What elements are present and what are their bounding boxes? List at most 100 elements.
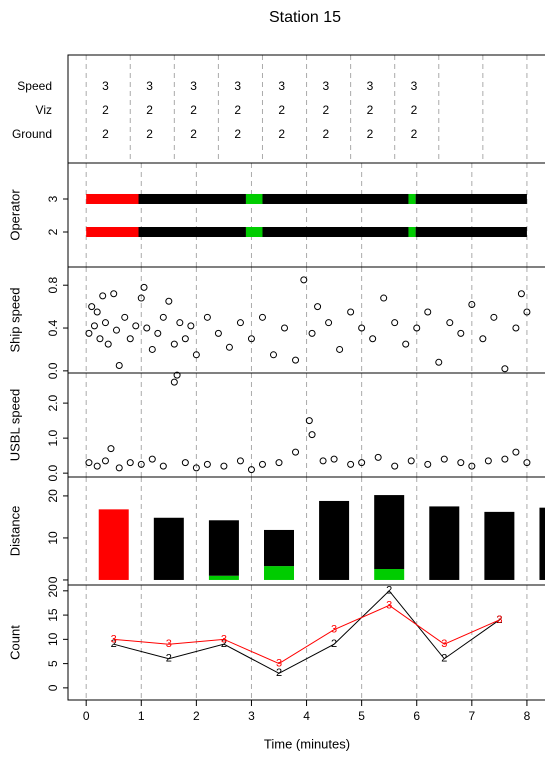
point (457, 329, 465, 337)
point-marker: 2 (441, 653, 447, 665)
y-tick-label: 20 (46, 584, 60, 598)
cell-value: 2 (367, 103, 374, 117)
point (214, 329, 222, 337)
point (203, 460, 211, 468)
point (110, 290, 118, 298)
bar-segment (429, 506, 460, 580)
point (121, 313, 129, 321)
point-marker: 2 (276, 667, 282, 679)
operator-segment (86, 227, 139, 238)
point (137, 460, 145, 468)
point (96, 335, 104, 343)
cell-value: 2 (322, 103, 329, 117)
point-marker: 2 (221, 638, 227, 650)
cell-value: 3 (146, 79, 153, 93)
x-tick-label: 4 (303, 709, 310, 723)
point (424, 460, 432, 468)
cell-value: 2 (102, 103, 109, 117)
point (275, 459, 283, 467)
point (247, 335, 255, 343)
operator-segment (138, 193, 246, 204)
operator-segment (408, 193, 416, 204)
point (325, 319, 333, 327)
point (512, 448, 520, 456)
point-marker: 3 (441, 638, 447, 650)
cell-value: 2 (102, 127, 109, 141)
point (85, 329, 93, 337)
y-tick-label: 0 (46, 576, 60, 583)
point (115, 362, 123, 370)
point (220, 462, 228, 470)
bar-segment (208, 520, 239, 576)
point (446, 319, 454, 327)
point (101, 457, 109, 465)
point (181, 459, 189, 467)
bar-segment (319, 500, 350, 580)
y-tick-label: 0.0 (46, 362, 60, 379)
bar-segment (153, 517, 184, 580)
cell-value: 2 (234, 103, 241, 117)
cell-value: 2 (234, 127, 241, 141)
cell-value: 2 (278, 103, 285, 117)
point-marker: 2 (496, 614, 502, 626)
y-tick-label: 5 (46, 660, 60, 667)
x-tick-label: 5 (358, 709, 365, 723)
line (113, 590, 500, 674)
cell-value: 2 (146, 103, 153, 117)
point (107, 445, 115, 453)
bar-segment (539, 507, 545, 580)
point (85, 459, 93, 467)
operator-segment (86, 193, 139, 204)
point (292, 356, 300, 364)
cell-value: 3 (234, 79, 241, 93)
operator-segment (245, 227, 263, 238)
point (192, 464, 200, 472)
point (132, 322, 140, 330)
point (236, 319, 244, 327)
point-marker: 2 (111, 638, 117, 650)
cell-value: 3 (278, 79, 285, 93)
point-marker: 2 (331, 638, 337, 650)
x-tick-label: 0 (83, 709, 90, 723)
cell-value: 2 (146, 127, 153, 141)
cell-value: 2 (411, 103, 418, 117)
point (319, 457, 327, 465)
point (126, 335, 134, 343)
y-tick-label: 20 (46, 489, 60, 503)
y-axis-title: USBL speed (7, 389, 22, 462)
bar-segment (484, 511, 515, 580)
point (112, 326, 120, 334)
chart-title: Station 15 (269, 9, 341, 26)
y-tick-label: 0.8 (46, 277, 60, 294)
cell-value: 3 (190, 79, 197, 93)
row-label: Viz (36, 103, 52, 117)
point-marker: 3 (221, 633, 227, 645)
operator-segment (408, 227, 416, 238)
point (203, 313, 211, 321)
point (88, 303, 96, 311)
bar-segment (264, 566, 295, 580)
point (501, 365, 509, 373)
point-marker: 2 (166, 653, 172, 665)
point (468, 300, 476, 308)
operator-segment (245, 193, 263, 204)
point (154, 329, 162, 337)
point (187, 322, 195, 330)
x-tick-label: 3 (248, 709, 255, 723)
panel-frame (67, 162, 545, 268)
point (104, 340, 112, 348)
point (170, 378, 178, 386)
point (391, 462, 399, 470)
point (115, 464, 123, 472)
point (308, 431, 316, 439)
point (347, 460, 355, 468)
point (391, 319, 399, 327)
line (113, 604, 500, 665)
point (247, 466, 255, 474)
operator-segment (262, 227, 409, 238)
cell-value: 2 (322, 127, 329, 141)
point (192, 351, 200, 359)
bar-segment (208, 575, 239, 580)
y-tick-label: 0.0 (46, 464, 60, 481)
